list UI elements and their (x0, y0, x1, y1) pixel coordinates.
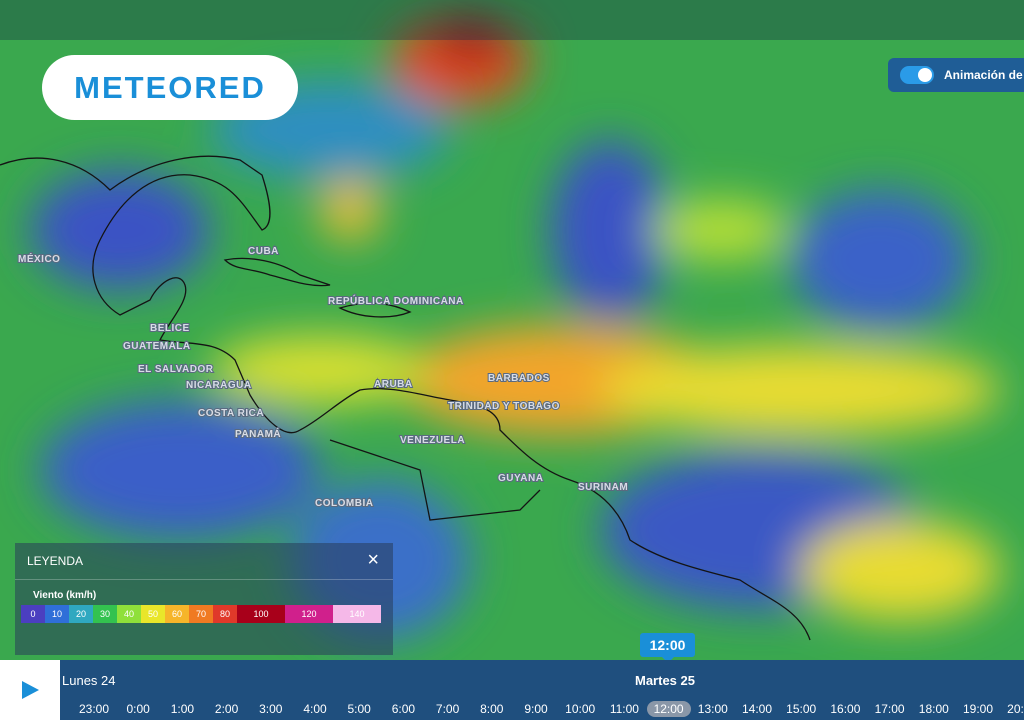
hour-label[interactable]: 0:00 (126, 702, 150, 716)
country-label: REPÚBLICA DOMINICANA (328, 294, 464, 307)
hour-label[interactable]: 19:00 (962, 702, 994, 716)
legend-swatch: 120 (285, 605, 333, 623)
hour-label[interactable]: 5:00 (347, 702, 371, 716)
legend-header: LEYENDA × (15, 543, 393, 580)
hour-label[interactable]: 6:00 (391, 702, 416, 716)
hour-label[interactable]: 11:00 (609, 702, 639, 716)
legend-swatch: 50 (141, 605, 165, 623)
legend-swatch: 140 (333, 605, 381, 623)
legend-title: LEYENDA (27, 554, 84, 568)
country-label: EL SALVADOR (138, 364, 214, 375)
country-label: CUBA (248, 246, 279, 257)
hour-label[interactable]: 3:00 (259, 702, 283, 716)
country-label: GUATEMALA (123, 341, 191, 352)
legend-swatch: 10 (45, 605, 69, 623)
animation-toggle[interactable]: Animación de (888, 58, 1024, 92)
country-label: BARBADOS (488, 373, 550, 384)
day-label: Lunes 24 (62, 673, 116, 688)
hour-label[interactable]: 15:00 (786, 702, 817, 716)
country-label: COSTA RICA (198, 408, 264, 419)
time-bubble: 12:00 (640, 633, 695, 663)
hour-label[interactable]: 9:00 (524, 702, 548, 716)
legend: LEYENDA × Viento (km/h) 0 10 20 30 40 50 60 70 80… (15, 543, 393, 655)
country-label: SURINAM (578, 482, 628, 493)
hour-label[interactable]: 16:00 (830, 702, 861, 716)
legend-unit: Viento (km/h) (33, 590, 97, 601)
legend-scale: 0 10 20 30 40 50 60 70 80 100 120 140 (21, 605, 393, 623)
hour-label[interactable]: 17:00 (874, 702, 905, 716)
timeline: Lunes 24 Martes 25 23:00 0:00 1:00 2:00 3:00… (0, 660, 1024, 720)
hour-label[interactable]: 2:00 (214, 702, 239, 716)
hour-label[interactable]: 20:00 (1007, 702, 1024, 716)
legend-swatch: 70 (189, 605, 213, 623)
legend-swatch: 20 (69, 605, 93, 623)
country-label: COLOMBIA (315, 498, 373, 509)
legend-swatch: 0 (21, 605, 45, 623)
country-label: NICARAGUA (186, 380, 252, 391)
play-icon (22, 681, 39, 699)
day-label: Martes 25 (635, 673, 695, 688)
legend-swatch: 30 (93, 605, 117, 623)
legend-swatch: 40 (117, 605, 141, 623)
legend-swatch: 100 (237, 605, 285, 623)
hour-label[interactable]: 4:00 (303, 702, 327, 716)
play-button[interactable] (0, 660, 60, 720)
country-label: TRINIDAD Y TOBAGO (448, 401, 560, 412)
country-label: PANAMÁ (235, 427, 281, 440)
legend-swatch: 80 (213, 605, 237, 623)
country-label: GUYANA (498, 473, 543, 484)
hour-label[interactable]: 12:00 (646, 701, 691, 717)
country-label: ARUBA (374, 379, 413, 390)
hour-label[interactable]: 1:00 (170, 702, 195, 716)
country-label: VENEZUELA (400, 435, 465, 446)
hour-label[interactable]: 18:00 (918, 702, 949, 716)
country-label: BELICE (150, 323, 190, 334)
country-label: MÉXICO (18, 252, 60, 265)
legend-swatch: 60 (165, 605, 189, 623)
switch[interactable] (900, 66, 934, 84)
hour-label[interactable]: 23:00 (78, 702, 110, 716)
hour-label[interactable]: 7:00 (435, 702, 460, 716)
close-button[interactable]: × (367, 549, 379, 571)
toggle-label: Animación de (944, 68, 1023, 82)
hour-label[interactable]: 10:00 (565, 702, 596, 716)
hour-label[interactable]: 14:00 (741, 702, 773, 716)
hour-label[interactable]: 8:00 (480, 702, 504, 716)
hour-label[interactable]: 13:00 (697, 702, 728, 716)
logo[interactable]: METEORED (42, 55, 298, 120)
